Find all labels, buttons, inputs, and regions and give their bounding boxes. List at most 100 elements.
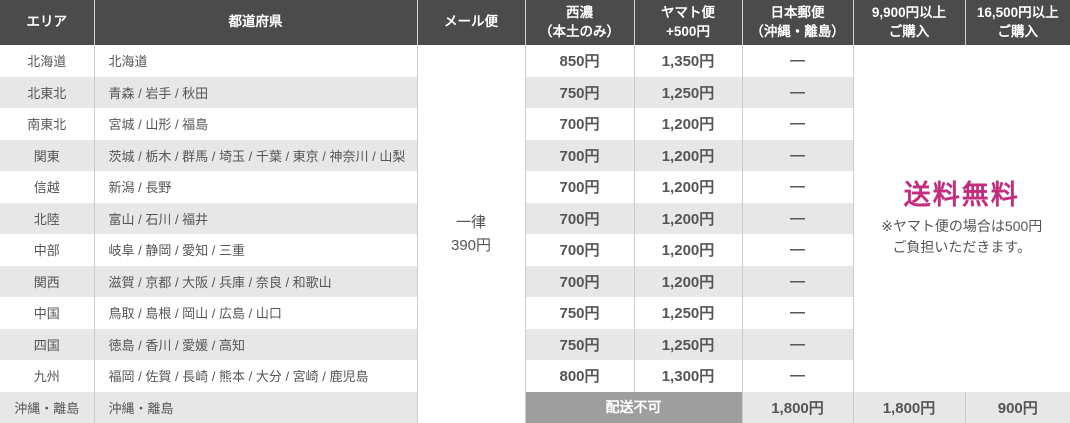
- header-seino-line1: 西濃: [566, 5, 593, 21]
- seino-price-cell: 750円: [524, 297, 634, 329]
- prefecture-cell: 茨城 / 栃木 / 群馬 / 埼玉 / 千葉 / 東京 / 神奈川 / 山梨: [93, 139, 417, 171]
- jp-post-cell: ―: [741, 265, 853, 297]
- table-body: 北海道 北海道 一律 390円 850円 1,350円 ― 送料無料 ※ヤマト便…: [0, 45, 1070, 423]
- table-row-okinawa: 沖縄・離島 沖縄・離島 配送不可 1,800円 1,800円 900円: [0, 391, 1070, 423]
- table-row: 北陸 富山 / 石川 / 福井 700円 1,200円 ―: [0, 202, 1070, 234]
- header-jp-post: 日本郵便 （沖縄・離島）: [741, 0, 853, 45]
- table-row: 中部 岐阜 / 静岡 / 愛知 / 三重 700円 1,200円 ―: [0, 234, 1070, 266]
- header-mail: メール便: [416, 0, 525, 45]
- jp-post-cell: ―: [741, 171, 853, 203]
- prefecture-cell: 富山 / 石川 / 福井: [93, 202, 417, 234]
- area-cell: 北海道: [0, 45, 94, 77]
- table-row: 九州 福岡 / 佐賀 / 長崎 / 熊本 / 大分 / 宮崎 / 鹿児島 800…: [0, 360, 1070, 392]
- prefecture-cell: 北海道: [93, 45, 417, 77]
- table-row: 北東北 青森 / 岩手 / 秋田 750円 1,250円 ―: [0, 76, 1070, 108]
- table-row: 信越 新潟 / 長野 700円 1,200円 ―: [0, 171, 1070, 203]
- mail-flat-line2: 390円: [450, 237, 492, 254]
- seino-price-cell: 700円: [524, 139, 634, 171]
- yamato-price-cell: 1,200円: [633, 234, 742, 266]
- jp-post-cell: ―: [741, 45, 853, 77]
- header-over9900-line1: 9,900円以上: [871, 5, 947, 21]
- prefecture-cell: 徳島 / 香川 / 愛媛 / 高知: [93, 328, 417, 360]
- area-cell: 沖縄・離島: [0, 391, 94, 423]
- header-yamato-line1: ヤマト便: [661, 5, 715, 21]
- prefecture-cell: 福岡 / 佐賀 / 長崎 / 熊本 / 大分 / 宮崎 / 鹿児島: [93, 360, 417, 392]
- prefecture-cell: 滋賀 / 京都 / 大阪 / 兵庫 / 奈良 / 和歌山: [93, 265, 417, 297]
- prefecture-cell: 鳥取 / 島根 / 岡山 / 広島 / 山口: [93, 297, 417, 329]
- area-cell: 中国: [0, 297, 94, 329]
- jp-post-cell: ―: [741, 108, 853, 140]
- yamato-price-cell: 1,200円: [633, 265, 742, 297]
- area-cell: 北陸: [0, 202, 94, 234]
- table-row: 関東 茨城 / 栃木 / 群馬 / 埼玉 / 千葉 / 東京 / 神奈川 / 山…: [0, 139, 1070, 171]
- free-shipping-note-line2: ご負担いただきます。: [892, 238, 1032, 255]
- header-jp-post-line1: 日本郵便: [770, 5, 825, 21]
- header-prefecture: 都道府県: [93, 0, 417, 45]
- jp-post-cell: ―: [741, 139, 853, 171]
- header-over16500-line1: 16,500円以上: [976, 5, 1059, 21]
- table-row: 南東北 宮城 / 山形 / 福島 700円 1,200円 ―: [0, 108, 1070, 140]
- seino-price-cell: 800円: [524, 360, 634, 392]
- header-yamato: ヤマト便 +500円: [633, 0, 742, 45]
- seino-price-cell: 750円: [524, 76, 634, 108]
- over16500-price-cell: 900円: [964, 391, 1070, 423]
- yamato-price-cell: 1,200円: [633, 139, 742, 171]
- prefecture-cell: 岐阜 / 静岡 / 愛知 / 三重: [93, 234, 417, 266]
- free-shipping-note-line1: ※ヤマト便の場合は500円: [881, 217, 1043, 234]
- free-shipping-cell: 送料無料 ※ヤマト便の場合は500円 ご負担いただきます。: [852, 45, 1070, 392]
- yamato-price-cell: 1,200円: [633, 171, 742, 203]
- seino-price-cell: 700円: [524, 265, 634, 297]
- yamato-price-cell: 1,200円: [633, 202, 742, 234]
- jp-post-cell: ―: [741, 360, 853, 392]
- yamato-price-cell: 1,300円: [633, 360, 742, 392]
- area-cell: 南東北: [0, 108, 94, 140]
- over9900-price-cell: 1,800円: [852, 391, 965, 423]
- area-cell: 関東: [0, 139, 94, 171]
- seino-price-cell: 700円: [524, 234, 634, 266]
- table-row: 中国 鳥取 / 島根 / 岡山 / 広島 / 山口 750円 1,250円 ―: [0, 297, 1070, 329]
- header-area: エリア: [0, 0, 94, 45]
- area-cell: 九州: [0, 360, 94, 392]
- table-row: 北海道 北海道 一律 390円 850円 1,350円 ― 送料無料 ※ヤマト便…: [0, 45, 1070, 423]
- yamato-price-cell: 1,250円: [633, 76, 742, 108]
- prefecture-cell: 宮城 / 山形 / 福島: [93, 108, 417, 140]
- header-jp-post-line2: （沖縄・離島）: [750, 23, 845, 39]
- seino-price-cell: 700円: [524, 202, 634, 234]
- header-yamato-line2: +500円: [666, 23, 710, 39]
- no-delivery-cell: 配送不可: [524, 391, 742, 423]
- area-cell: 四国: [0, 328, 94, 360]
- mail-flat-line1: 一律: [455, 213, 486, 231]
- seino-price-cell: 700円: [524, 108, 634, 140]
- header-over9900-line2: ご購入: [888, 23, 930, 39]
- jp-post-cell: 1,800円: [741, 391, 853, 423]
- prefecture-cell: 新潟 / 長野: [93, 171, 417, 203]
- jp-post-cell: ―: [741, 297, 853, 329]
- yamato-price-cell: 1,200円: [633, 108, 742, 140]
- jp-post-cell: ―: [741, 328, 853, 360]
- free-shipping-title: 送料無料: [903, 179, 1020, 210]
- seino-price-cell: 750円: [524, 328, 634, 360]
- header-over16500-line2: ご購入: [997, 23, 1039, 39]
- prefecture-cell: 青森 / 岩手 / 秋田: [93, 76, 417, 108]
- table-row: 四国 徳島 / 香川 / 愛媛 / 高知 750円 1,250円 ―: [0, 328, 1070, 360]
- table-row: 関西 滋賀 / 京都 / 大阪 / 兵庫 / 奈良 / 和歌山 700円 1,2…: [0, 265, 1070, 297]
- header-over16500: 16,500円以上 ご購入: [964, 0, 1070, 45]
- header-over9900: 9,900円以上 ご購入: [852, 0, 965, 45]
- jp-post-cell: ―: [741, 234, 853, 266]
- mail-flat-rate-cell: 一律 390円: [416, 45, 525, 423]
- prefecture-cell: 沖縄・離島: [93, 391, 417, 423]
- area-cell: 中部: [0, 234, 94, 266]
- yamato-price-cell: 1,250円: [633, 297, 742, 329]
- seino-price-cell: 700円: [524, 171, 634, 203]
- area-cell: 関西: [0, 265, 94, 297]
- area-cell: 信越: [0, 171, 94, 203]
- table-header: エリア 都道府県 メール便 西濃 （本土のみ） ヤマト便 +500円 日本郵便 …: [0, 0, 1070, 45]
- area-cell: 北東北: [0, 76, 94, 108]
- jp-post-cell: ―: [741, 202, 853, 234]
- yamato-price-cell: 1,350円: [633, 45, 742, 77]
- header-seino-line2: （本土のみ）: [539, 23, 620, 39]
- yamato-price-cell: 1,250円: [633, 328, 742, 360]
- header-seino: 西濃 （本土のみ）: [524, 0, 634, 45]
- free-shipping-note: ※ヤマト便の場合は500円 ご負担いただきます。: [854, 216, 1070, 258]
